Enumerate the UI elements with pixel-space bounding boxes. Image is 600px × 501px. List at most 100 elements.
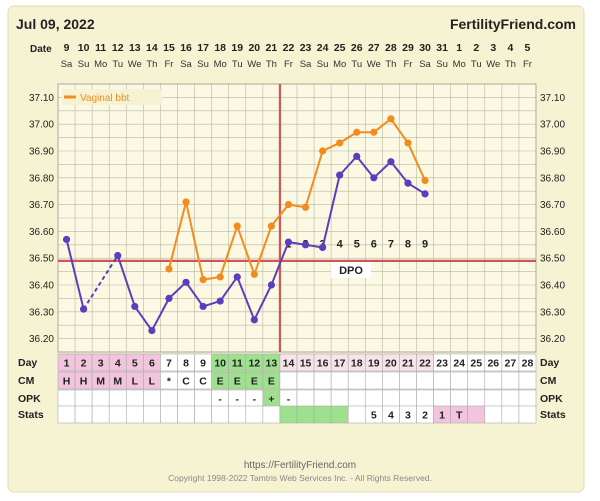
bbt-point	[301, 241, 310, 249]
opk-value: -	[287, 394, 291, 406]
weekday-label: Fr	[284, 59, 293, 70]
weekday-label: Sa	[419, 59, 431, 70]
bbt-point	[404, 179, 412, 187]
cm-cell	[399, 371, 417, 390]
cm-cell	[433, 371, 451, 390]
vaginal-bbt-point	[216, 273, 224, 281]
stats-cell	[279, 405, 298, 424]
y-tick-label-right: 36.70	[540, 200, 565, 211]
vaginal-bbt-point	[165, 265, 173, 273]
stats-cell	[211, 405, 230, 424]
stats-cell	[91, 405, 110, 424]
stats-cell	[501, 405, 520, 424]
y-tick-label-left: 36.40	[29, 281, 54, 292]
stats-cell	[313, 405, 332, 424]
date-number: 16	[180, 42, 192, 54]
stats-value: 5	[371, 410, 377, 422]
cm-value: M	[96, 376, 105, 388]
vaginal-bbt-point	[301, 203, 310, 211]
opk-cell	[518, 389, 537, 408]
bbt-point	[284, 238, 293, 246]
opk-value: -	[236, 394, 240, 406]
date-number: 13	[129, 42, 141, 54]
vaginal-bbt-point	[336, 139, 344, 147]
cycle-day-number: 14	[283, 358, 295, 370]
bbt-point	[421, 190, 429, 198]
opk-cell	[194, 389, 212, 408]
row-label-right: OPK	[540, 393, 563, 405]
vaginal-bbt-point	[319, 147, 327, 155]
date-number: 3	[490, 42, 496, 54]
date-number: 31	[436, 42, 448, 54]
weekday-label: Tu	[471, 59, 482, 70]
y-tick-label-left: 36.90	[29, 147, 54, 158]
opk-value: +	[268, 394, 274, 406]
opk-cell	[501, 389, 520, 408]
cycle-day-number: 23	[436, 358, 448, 370]
bbt-point	[148, 326, 156, 335]
weekday-label: Mo	[453, 59, 466, 70]
row-label-right: Day	[540, 357, 559, 369]
weekday-label: Tu	[112, 59, 123, 70]
dpo-number: 5	[354, 238, 360, 250]
date-row-label: Date	[30, 44, 52, 55]
footer-url[interactable]: https://FertilityFriend.com	[244, 460, 356, 471]
vaginal-bbt-line	[167, 117, 426, 281]
weekday-label: Th	[385, 59, 396, 70]
vaginal-bbt-point	[182, 198, 190, 206]
row-label-left: CM	[18, 375, 35, 387]
date-number: 19	[231, 42, 243, 54]
cm-cell	[313, 371, 332, 390]
weekday-label: Fr	[403, 59, 412, 70]
weekday-label: Su	[78, 59, 90, 70]
stats-value: 3	[405, 410, 411, 422]
cm-cell	[382, 371, 400, 390]
row-label-left: Stats	[18, 409, 44, 421]
date-number: 30	[419, 42, 431, 54]
date-number: 18	[214, 42, 226, 54]
stats-cell	[125, 405, 144, 424]
stats-cell	[262, 405, 281, 424]
cycle-day-number: 22	[419, 358, 431, 370]
stats-cell	[330, 405, 349, 424]
opk-cell	[364, 389, 383, 408]
bbt-point	[370, 174, 378, 182]
opk-cell	[330, 389, 349, 408]
date-number: 20	[248, 42, 260, 54]
y-tick-label-left: 36.80	[29, 173, 54, 184]
cycle-day-number: 26	[487, 358, 499, 370]
stats-cell	[518, 405, 537, 424]
date-number: 9	[64, 42, 70, 54]
opk-cell	[467, 389, 486, 408]
date-number: 14	[146, 42, 158, 54]
vaginal-bbt-point	[233, 222, 241, 230]
date-number: 27	[368, 42, 380, 54]
vaginal-bbt-point	[199, 276, 207, 284]
date-number: 26	[351, 42, 363, 54]
cycle-day-number: 11	[232, 358, 243, 370]
opk-value: -	[253, 394, 257, 406]
cm-value: E	[217, 376, 224, 388]
y-tick-label-left: 36.70	[29, 200, 54, 211]
cm-cell	[450, 371, 469, 390]
opk-cell	[108, 389, 127, 408]
y-tick-label-right: 36.20	[540, 334, 565, 345]
cycle-day-number: 10	[214, 358, 226, 370]
cm-cell	[296, 371, 315, 390]
vaginal-bbt-point	[267, 222, 275, 230]
date-number: 5	[525, 42, 531, 54]
opk-cell	[433, 389, 451, 408]
cm-cell	[484, 371, 503, 390]
cm-cell	[347, 371, 366, 390]
series-layer: 123456789	[58, 84, 536, 352]
dpo-number: 6	[371, 238, 377, 250]
cycle-day-number: 4	[115, 358, 121, 370]
cycle-day-number: 25	[470, 358, 482, 370]
cycle-day-number: 1	[64, 358, 70, 370]
y-tick-label-left: 37.00	[29, 120, 54, 131]
site-name: FertilityFriend.com	[450, 16, 576, 32]
stats-value: 2	[422, 410, 428, 422]
cm-value: E	[251, 376, 258, 388]
cm-value: L	[149, 376, 156, 388]
weekday-label: Th	[266, 59, 277, 70]
